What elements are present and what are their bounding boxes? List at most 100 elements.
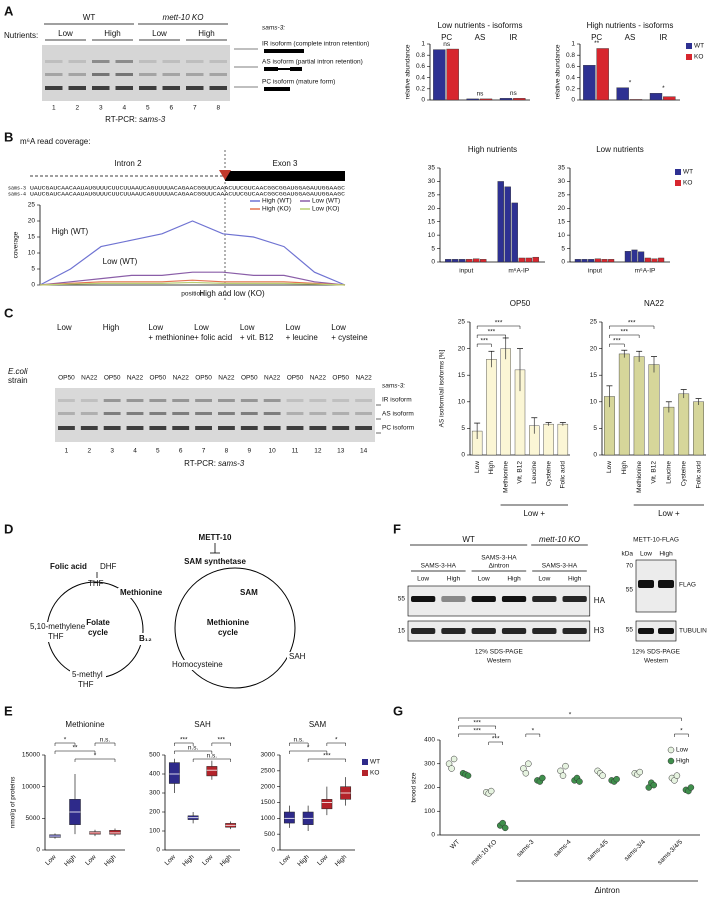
strain-name: OP50 <box>104 375 121 382</box>
x-tick-label: Methionine <box>636 461 643 493</box>
gel-band <box>218 426 235 430</box>
condition-label: + leucine <box>286 333 319 342</box>
point <box>539 774 546 782</box>
methionine-cycle <box>174 567 296 689</box>
x-tick-label: IR <box>659 33 667 42</box>
marker: 55 <box>626 587 634 594</box>
y-tick-label: 200 <box>149 809 160 816</box>
point <box>599 772 606 779</box>
nutrient-label: High <box>447 576 461 583</box>
isoform-label: PC isoform <box>382 425 414 432</box>
y-tick-label: 0 <box>431 259 435 266</box>
significance: * <box>569 712 572 719</box>
y-tick-label: 15000 <box>22 752 40 759</box>
point <box>559 772 567 779</box>
antibody: H3 <box>594 626 605 635</box>
x-tick-label: Low <box>84 853 98 867</box>
y-tick-label: 0.2 <box>416 86 425 93</box>
x-tick-label: Low <box>164 853 178 867</box>
lane-number: 13 <box>337 448 345 455</box>
nutrient-label: Low <box>417 576 429 583</box>
method: 12% SDS-PAGE <box>475 649 524 656</box>
annotation: Low (WT) <box>103 257 138 266</box>
y-axis-label: nmol/g of proteins <box>10 776 17 828</box>
gel-band <box>355 399 372 402</box>
y-tick-label: 0 <box>421 97 425 104</box>
gel-band <box>332 399 350 402</box>
x-tick-label: Methionine <box>502 461 509 493</box>
blot-band <box>441 596 466 602</box>
condition-label: High <box>103 323 119 332</box>
y-tick-label: 20 <box>28 218 36 225</box>
bar <box>486 359 497 456</box>
x-tick-label: PC <box>441 33 452 42</box>
bar <box>649 93 663 101</box>
y-tick-label: 200 <box>424 784 435 791</box>
x-tick-label: Cysteine <box>545 461 552 487</box>
y-tick-label: 0.2 <box>566 86 575 93</box>
label-bg <box>238 588 260 598</box>
y-tick-label: 25 <box>558 192 566 199</box>
gel-band <box>186 73 204 76</box>
bar <box>557 423 569 456</box>
cycle-label: Folate <box>86 618 110 627</box>
annotation: High and low (KO) <box>199 289 265 298</box>
lane-number: 2 <box>75 105 79 112</box>
x-tick-label: Leucine <box>531 461 538 484</box>
y-tick-label: 0.8 <box>566 52 575 59</box>
y-tick-label: 0 <box>561 259 565 266</box>
gel-band <box>209 73 227 76</box>
point <box>613 775 620 783</box>
bar <box>693 401 704 456</box>
bar <box>445 259 452 263</box>
y-tick-label: 0 <box>431 832 435 839</box>
bar <box>499 98 513 101</box>
y-tick-label: 25 <box>458 319 466 326</box>
gel-band <box>195 426 212 430</box>
nutrient-label: Low <box>58 29 73 38</box>
box <box>283 811 295 824</box>
significance: * <box>94 753 97 760</box>
bar <box>678 393 690 456</box>
y-tick-label: 10 <box>558 232 566 239</box>
coverage-title: m⁶A read coverage: <box>20 137 90 146</box>
antibody: HA <box>594 596 606 605</box>
lane-number: 8 <box>225 448 229 455</box>
strain-name: OP50 <box>287 375 304 382</box>
gel-caption: RT-PCR: <box>184 459 216 468</box>
blot-band <box>562 628 587 634</box>
annotation: * <box>662 85 665 92</box>
construct-label: SAMS-3-HA <box>481 555 517 562</box>
y-tick-label: 0 <box>156 847 160 854</box>
bar <box>518 257 525 263</box>
bar <box>629 99 643 101</box>
gel-band <box>172 399 190 402</box>
metabolite: SAM <box>240 588 258 597</box>
x-tick-label: m⁶A-IP <box>635 268 656 275</box>
point <box>687 784 695 791</box>
gel-band <box>149 412 167 415</box>
enzyme-name: SAM synthetase <box>184 557 246 566</box>
y-tick-label: 0.6 <box>566 63 575 70</box>
gel-band <box>139 73 157 76</box>
gel-band <box>80 426 98 430</box>
metabolite: 5-methyl <box>72 670 103 679</box>
condition-label: + methionine <box>148 333 195 342</box>
y-axis-label: relative abundance <box>555 44 562 99</box>
chart-title: OP50 <box>510 299 531 308</box>
legend-swatch <box>362 770 368 776</box>
box <box>206 766 218 777</box>
gene-label: sams-3: <box>382 383 405 390</box>
gel-band <box>126 399 144 402</box>
strain-name: NA22 <box>127 375 144 382</box>
annotation: ** <box>594 40 600 47</box>
gel-band <box>115 60 133 63</box>
x-tick-label: sams-4 <box>553 838 573 858</box>
panel-letter: F <box>393 521 401 536</box>
significance: *** <box>628 320 636 327</box>
lane-number: 3 <box>110 448 114 455</box>
construct-label: Δintron <box>489 563 510 570</box>
bar <box>466 98 479 101</box>
nutrient-label: High <box>104 29 120 38</box>
blot-band <box>441 628 466 634</box>
